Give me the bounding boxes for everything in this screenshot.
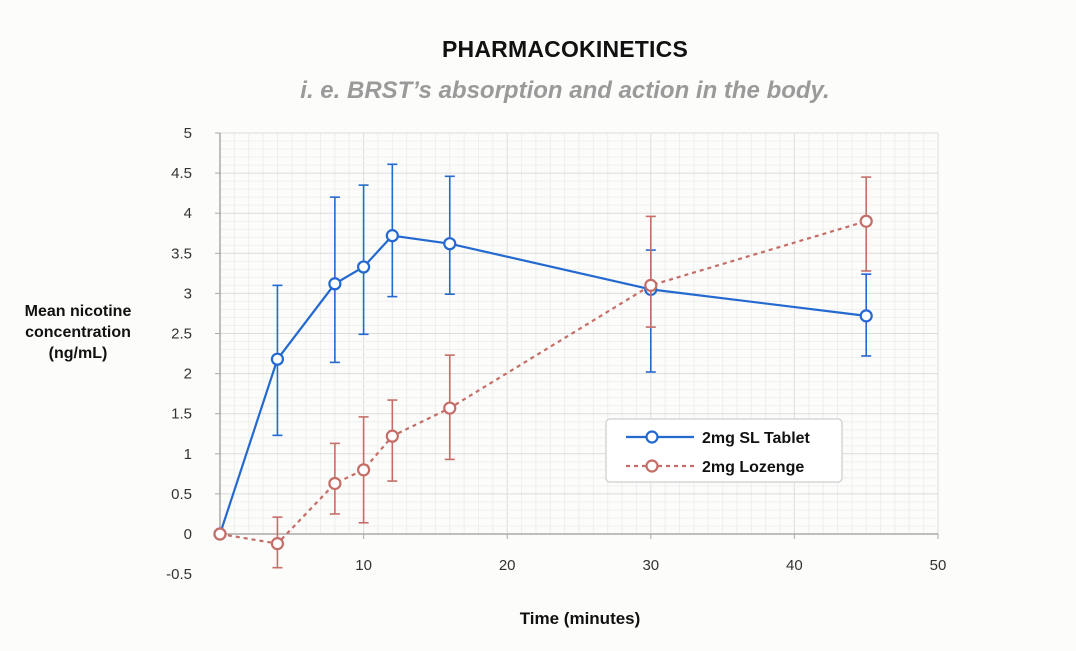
data-point: [357, 463, 371, 477]
data-point: [385, 229, 399, 243]
x-tick-label: 50: [930, 557, 947, 574]
series-1: [213, 176, 873, 569]
y-tick-label: 3.5: [171, 245, 192, 262]
data-point: [443, 401, 457, 415]
data-point: [859, 309, 873, 323]
legend-marker-0: [645, 430, 659, 444]
data-point: [385, 429, 399, 443]
chart-title: PHARMACOKINETICS: [442, 36, 688, 62]
legend-box: [605, 418, 843, 483]
data-point: [270, 537, 285, 551]
legend-marker-1: [645, 459, 659, 473]
y-axis-label: Mean nicotine concentration (ng/mL): [24, 303, 132, 362]
y-tick-label: 1: [184, 446, 192, 463]
legend-label-1: 2mg Lozenge: [702, 459, 804, 476]
y-tick-label: 1.5: [171, 406, 192, 423]
chart-subtitle: i. e. BRST’s absorption and action in th…: [300, 77, 830, 104]
data-point: [328, 476, 342, 491]
axes: [215, 132, 939, 539]
data-point: [270, 352, 285, 366]
data-point: [328, 277, 342, 291]
tick-labels: -0.5 0 0.5 1 1.5 2 2.5 3 3.5 4 4.5 5 10 20 30 40 50: [166, 125, 946, 583]
data-point: [443, 237, 457, 251]
y-tick-label: -0.5: [166, 566, 192, 583]
x-tick-label: 40: [786, 557, 803, 574]
data-point: [859, 214, 873, 228]
data-point: [213, 527, 227, 541]
data-point: [644, 278, 658, 292]
y-tick-label: 2: [184, 366, 192, 383]
data-point: [357, 260, 371, 274]
legend-label-0: 2mg SL Tablet: [702, 430, 811, 447]
y-tick-label: 4.5: [171, 165, 192, 182]
y-tick-label: 4: [184, 205, 192, 222]
series-0: [213, 163, 873, 541]
x-tick-label: 30: [642, 557, 659, 574]
series-line: [219, 220, 867, 545]
y-tick-label: 0.5: [171, 486, 192, 503]
legend: 2mg SL Tablet 2mg Lozenge: [605, 418, 843, 483]
series-layer: [213, 163, 873, 569]
series-line: [218, 234, 867, 535]
x-tick-label: 20: [499, 557, 516, 574]
x-axis-label: Time (minutes): [519, 609, 641, 628]
x-tick-label: 10: [355, 557, 372, 574]
y-tick-label: 3: [184, 285, 192, 302]
y-tick-label: 5: [184, 125, 192, 142]
y-tick-label: 2.5: [171, 326, 192, 343]
y-tick-label: 0: [184, 526, 192, 543]
